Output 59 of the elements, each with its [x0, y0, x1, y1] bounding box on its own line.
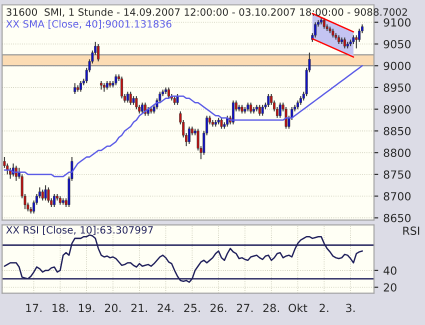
candlestick — [267, 93, 270, 108]
candlestick — [47, 186, 50, 204]
candlestick — [74, 82, 76, 95]
candlestick — [41, 189, 44, 202]
candlestick — [258, 104, 261, 116]
candlestick — [284, 106, 288, 130]
y-tick-label: 8900 — [384, 105, 411, 114]
line-series — [4, 65, 363, 178]
y-axis-title: RSI — [403, 226, 420, 235]
candlestick — [278, 102, 282, 118]
x-tick-label: 3. — [346, 304, 355, 312]
text: XX SMA [Close, 40]:9001.131836 — [6, 20, 172, 29]
y-tick-label: 9100 — [384, 18, 411, 27]
y-tick-label: 8650 — [384, 214, 411, 222]
x-tick-label: 27. — [236, 304, 253, 312]
candlestick — [79, 80, 82, 92]
candlestick — [135, 96, 138, 110]
x-tick-label: 24. — [158, 304, 174, 312]
y-tick-label: 8750 — [384, 170, 411, 179]
x-tick-label: 19. — [78, 304, 94, 312]
y-tick-label: 9050 — [384, 40, 411, 48]
y-tick-label: 8950 — [384, 83, 411, 92]
candlestick — [167, 86, 170, 99]
candlestick — [188, 126, 190, 145]
candlestick — [100, 80, 102, 90]
candlestick — [343, 36, 346, 49]
x-tick-label: 26. — [210, 304, 226, 312]
candlestick — [114, 74, 118, 86]
candlestick — [355, 34, 358, 49]
y-tick-label: 20 — [384, 283, 396, 292]
candlestick — [232, 100, 234, 125]
x-tick-label: 20. — [104, 304, 121, 312]
candlestick — [120, 76, 124, 99]
candlestick — [141, 102, 144, 114]
y-tick-label: 8700 — [384, 192, 411, 200]
candlestick — [44, 184, 47, 202]
candlestick — [220, 117, 223, 130]
candlestick — [97, 43, 100, 62]
x-tick-label: 17. — [26, 304, 42, 312]
candlestick — [314, 22, 317, 38]
candlestick — [250, 102, 252, 114]
y-tick-label: 9000 — [384, 62, 411, 70]
x-tick-label: 21. — [131, 304, 148, 312]
x-tick-label: 28. — [263, 304, 279, 312]
y-tick-label: 40 — [384, 266, 396, 275]
y-tick-label: 8850 — [384, 126, 411, 136]
candlestick — [14, 165, 18, 182]
candlestick — [261, 104, 264, 116]
series-label: XX RSI [Close, 10]:63.307997 — [6, 226, 153, 235]
candlestick — [126, 91, 129, 104]
candlestick — [176, 93, 179, 106]
x-tick-label: 18. — [52, 304, 68, 312]
x-tick-label: 25. — [184, 304, 200, 312]
x-tick-label: Okt — [288, 304, 308, 312]
chart-title: 31600 SMI, 1 Stunde - 14.09.2007 12:00:00 - 03.10.2007 18:00:00 - 9088.7002 — [6, 8, 407, 17]
candlestick — [53, 193, 56, 208]
candlestick — [129, 91, 132, 106]
x-tick-label: 2. — [320, 304, 328, 312]
y-tick-label: 8800 — [384, 148, 411, 158]
